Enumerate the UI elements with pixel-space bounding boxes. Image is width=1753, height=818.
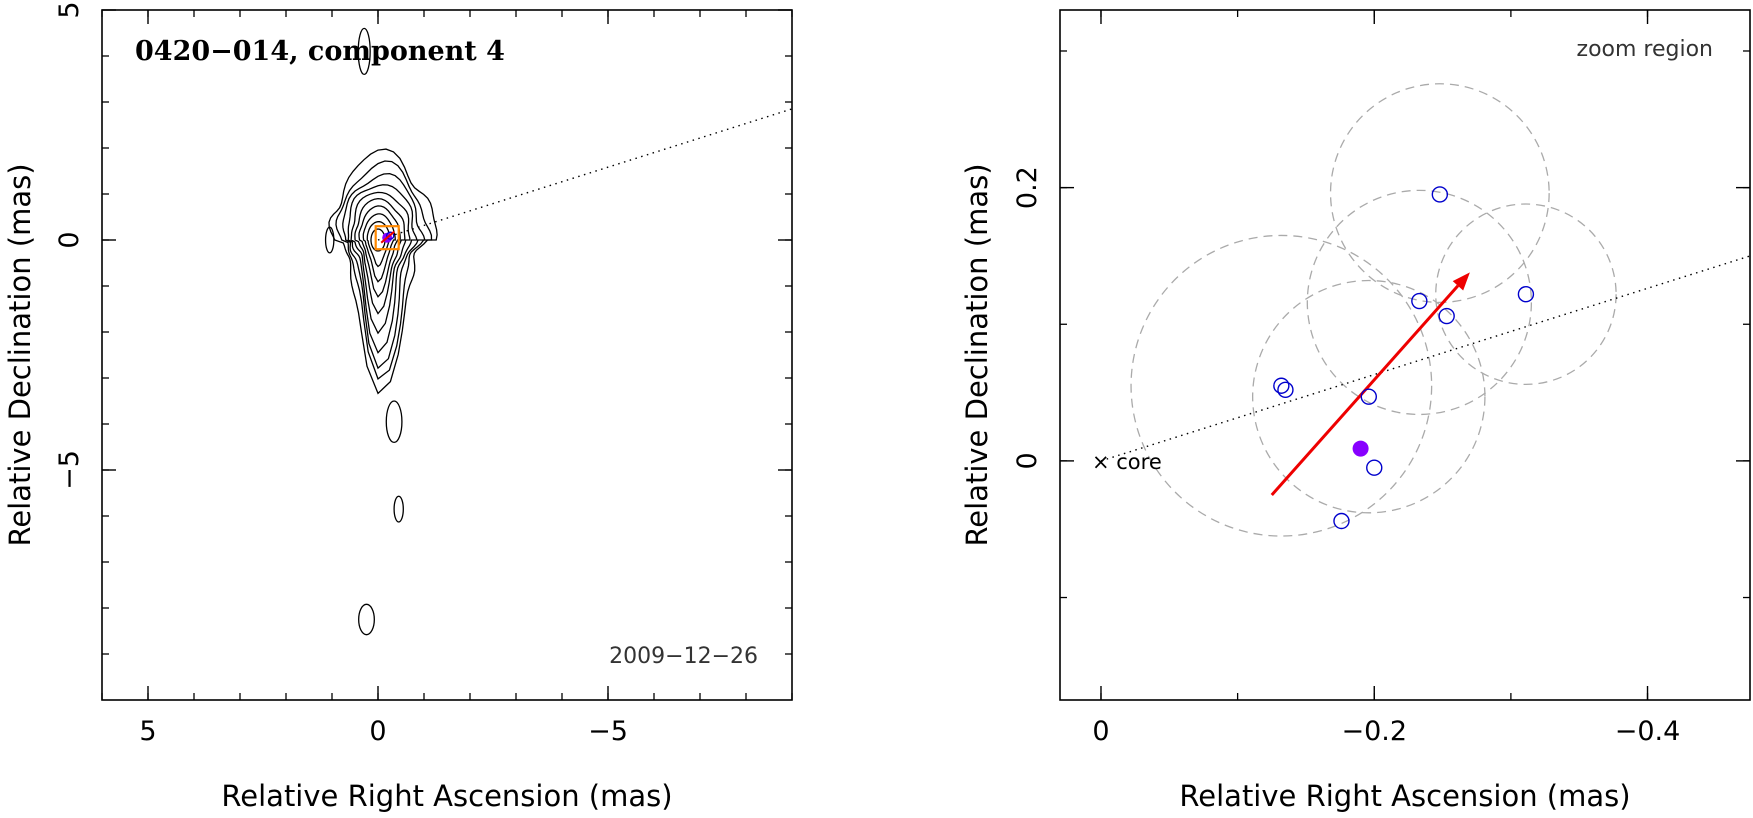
- left-date-label: 2009−12−26: [609, 644, 758, 669]
- left-x-axis-label: Relative Right Ascension (mas): [221, 779, 672, 813]
- contour-line: [354, 197, 406, 315]
- right-plot-area: × core: [1092, 83, 1750, 537]
- uncertainty-circle: [1130, 234, 1433, 537]
- right-ticks: 0 −0.2 −0.4 0 0.2: [1012, 10, 1750, 747]
- left-y-tick-label: −5: [54, 450, 85, 490]
- uncertainty-circle: [1329, 83, 1550, 304]
- uncertainty-circle: [1252, 279, 1486, 514]
- component-position-point: [1438, 307, 1455, 325]
- right-x-axis-label: Relative Right Ascension (mas): [1179, 779, 1630, 813]
- uncertainty-circle: [1435, 203, 1617, 386]
- right-x-tick-label: −0.2: [1341, 716, 1407, 747]
- left-x-tick-label: 0: [369, 716, 386, 747]
- motion-vector-arrowhead: [1452, 272, 1470, 291]
- contour-line: [350, 191, 411, 335]
- contour-line: [358, 205, 401, 298]
- contour-island: [385, 400, 403, 444]
- contour-line: [342, 172, 426, 370]
- left-panel-contour-map: 5 0 −5 5 0 −5 0420−014, component 4 2009−12−2…: [3, 1, 793, 813]
- component-position-point: [1411, 292, 1428, 310]
- right-x-tick-label: 0: [1092, 716, 1109, 747]
- left-y-tick-label: 5: [54, 1, 85, 18]
- contour-island: [358, 603, 375, 636]
- component-position-point: [1366, 459, 1383, 476]
- right-plot-frame: [1059, 9, 1751, 701]
- contour-line: [362, 213, 396, 283]
- contour-line: [328, 148, 438, 395]
- uncertainty-circle: [1306, 189, 1533, 416]
- right-y-tick-label: 0: [1012, 452, 1043, 469]
- contour-island: [357, 27, 371, 76]
- left-panel-title: 0420−014, component 4: [135, 36, 505, 67]
- component-position-point: [1277, 381, 1294, 399]
- contour-line: [335, 160, 433, 380]
- left-x-tick-label: −5: [588, 716, 628, 747]
- zoom-region-box: [374, 225, 400, 251]
- component-position-point: [1360, 388, 1377, 405]
- right-panel-zoom-region: × core 0 −0.2 −0.4 0 0.2 zoom region Relativ…: [960, 9, 1751, 813]
- component-position-point: [1273, 377, 1290, 394]
- left-y-axis-label: Relative Declination (mas): [3, 163, 37, 546]
- contour-island: [324, 226, 335, 254]
- component-position-marker: [386, 231, 395, 240]
- component-position-point: [1431, 186, 1449, 203]
- core-label: × core: [1092, 450, 1162, 474]
- left-plot-frame: [101, 9, 793, 701]
- contour-line: [347, 184, 418, 354]
- left-y-tick-label: 0: [54, 231, 85, 248]
- left-x-tick-label: 5: [139, 716, 156, 747]
- right-y-axis-label: Relative Declination (mas): [960, 163, 994, 546]
- jet-direction-line: [1100, 255, 1750, 462]
- right-x-tick-label: −0.4: [1615, 716, 1681, 747]
- component-motion-vector: [380, 230, 395, 244]
- component-position-point: [1517, 285, 1535, 303]
- contour-island: [393, 495, 404, 523]
- left-ticks: 5 0 −5 5 0 −5: [54, 1, 793, 747]
- component-position-point: [1333, 512, 1350, 530]
- left-plot-area: [324, 27, 792, 636]
- right-y-tick-label: 0.2: [1012, 166, 1043, 209]
- mean-position-marker: [1352, 440, 1369, 457]
- jet-direction-line: [377, 108, 792, 241]
- right-panel-title: zoom region: [1577, 37, 1713, 62]
